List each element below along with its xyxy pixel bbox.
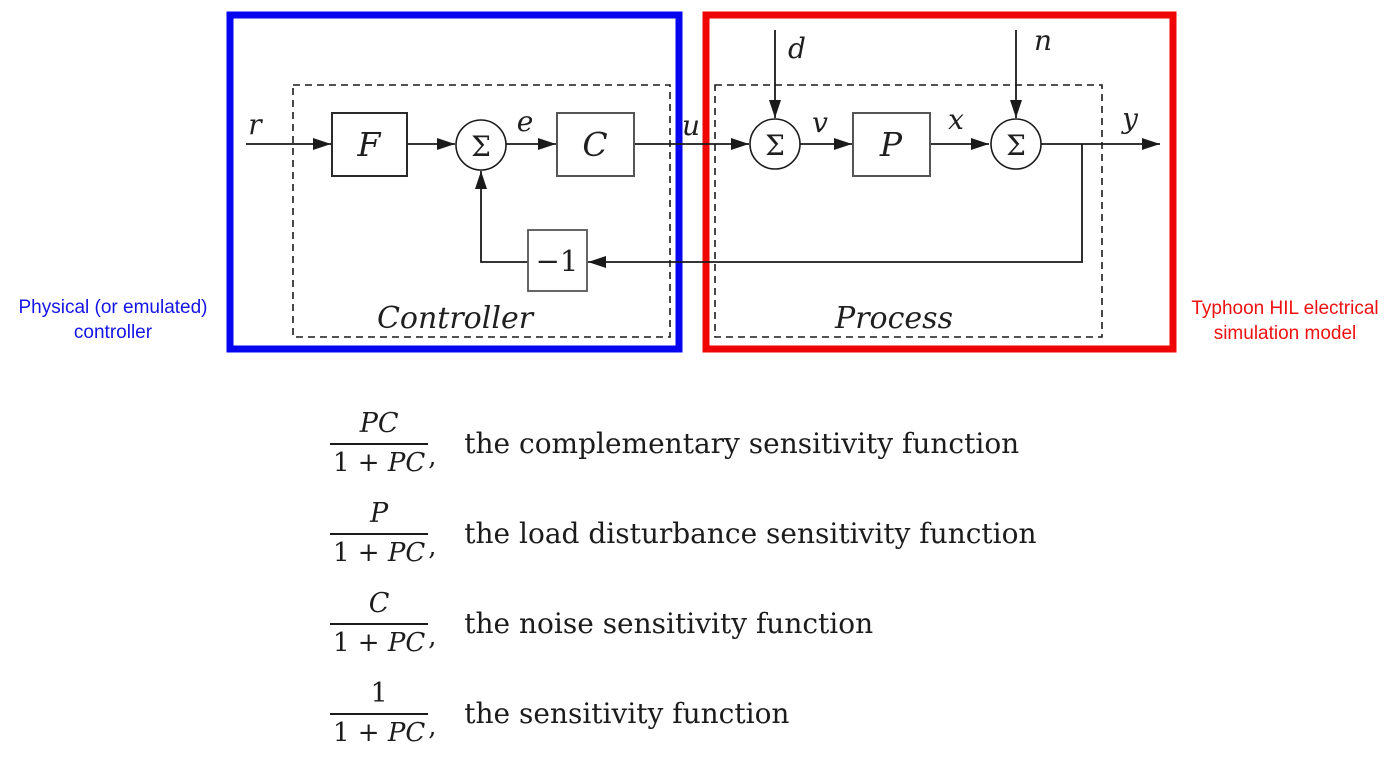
formula-comma: , bbox=[428, 622, 437, 652]
formula-row-complementary-sensitivity: PC 1 + PC , the complementary sensitivit… bbox=[330, 398, 1019, 488]
formula-comma: , bbox=[428, 712, 437, 742]
fraction: 1 1 + PC bbox=[330, 678, 429, 748]
denominator-math: PC bbox=[387, 718, 426, 748]
signal-label-n: n bbox=[1034, 24, 1052, 57]
feedback-line bbox=[588, 144, 1083, 268]
fraction-numerator: 1 bbox=[370, 678, 388, 709]
sum3-circle bbox=[990, 118, 1042, 170]
fraction: C 1 + PC bbox=[330, 588, 429, 658]
sum1-sigma-label: Σ bbox=[471, 130, 491, 163]
formula-row-load-disturbance-sensitivity: P 1 + PC , the load disturbance sensitiv… bbox=[330, 488, 1037, 578]
fraction: P 1 + PC bbox=[330, 498, 429, 568]
process-group-label: Process bbox=[834, 301, 953, 336]
signal-label-d: d bbox=[788, 32, 806, 65]
sum3-sigma-label: Σ bbox=[1006, 129, 1026, 162]
process-annotation: Typhoon HIL electrical simulation model bbox=[1178, 296, 1392, 346]
formula-description: the load disturbance sensitivity functio… bbox=[464, 516, 1037, 550]
controller-annotation-line2: controller bbox=[73, 322, 153, 343]
fraction-denominator: 1 + PC bbox=[330, 713, 429, 748]
denominator-math: PC bbox=[387, 628, 426, 658]
denominator-prefix: 1 + bbox=[333, 448, 388, 478]
p-block bbox=[852, 112, 931, 177]
controller-group-label: Controller bbox=[377, 301, 535, 336]
formula-comma: , bbox=[428, 442, 437, 472]
process-annotation-line2: simulation model bbox=[1213, 323, 1357, 344]
signal-label-y: y bbox=[1120, 102, 1139, 135]
formula-description: the noise sensitivity function bbox=[464, 606, 874, 640]
controller-annotation-line1: Physical (or emulated) bbox=[18, 297, 208, 318]
block-diagram: F C P −1 Σ Σ Σ r e u d v x n y Controlle… bbox=[226, 11, 1177, 353]
c-block-label: C bbox=[582, 125, 607, 164]
minus-one-block bbox=[527, 229, 588, 292]
process-dashed-box bbox=[714, 84, 1103, 338]
controller-overlay-box bbox=[226, 11, 683, 353]
denominator-math: PC bbox=[387, 448, 426, 478]
c-block bbox=[556, 112, 635, 177]
minus-one-label: −1 bbox=[536, 244, 579, 278]
fraction-numerator: P bbox=[370, 498, 389, 529]
process-overlay-box bbox=[702, 11, 1177, 353]
formula-description: the sensitivity function bbox=[464, 696, 790, 730]
sum2-circle bbox=[749, 118, 801, 170]
sum2-sigma-label: Σ bbox=[765, 129, 785, 162]
fraction-denominator: 1 + PC bbox=[330, 533, 429, 568]
formula-description: the complementary sensitivity function bbox=[464, 426, 1020, 460]
signal-label-e: e bbox=[517, 105, 534, 138]
signal-label-v: v bbox=[812, 106, 828, 139]
p-block-label: P bbox=[879, 125, 903, 164]
fraction-numerator: PC bbox=[359, 408, 399, 439]
controller-annotation: Physical (or emulated) controller bbox=[4, 295, 222, 345]
formula-row-noise-sensitivity: C 1 + PC , the noise sensitivity functio… bbox=[330, 578, 873, 668]
signal-label-x: x bbox=[948, 103, 964, 136]
denominator-math: PC bbox=[387, 538, 426, 568]
feedback-to-sum1-line bbox=[475, 171, 528, 263]
formula-comma: , bbox=[428, 532, 437, 562]
signal-label-u: u bbox=[682, 109, 700, 142]
denominator-prefix: 1 + bbox=[333, 538, 388, 568]
f-block bbox=[331, 112, 408, 177]
fraction-denominator: 1 + PC bbox=[330, 623, 429, 658]
sum1-circle bbox=[455, 119, 507, 171]
f-block-label: F bbox=[357, 125, 382, 164]
fraction-denominator: 1 + PC bbox=[330, 443, 429, 478]
controller-dashed-box bbox=[292, 84, 671, 338]
signal-label-r: r bbox=[248, 108, 263, 141]
denominator-prefix: 1 + bbox=[333, 628, 388, 658]
denominator-prefix: 1 + bbox=[333, 718, 388, 748]
process-annotation-line1: Typhoon HIL electrical bbox=[1191, 298, 1379, 319]
fraction: PC 1 + PC bbox=[330, 408, 429, 478]
formula-row-sensitivity: 1 1 + PC , the sensitivity function bbox=[330, 668, 789, 758]
fraction-numerator: C bbox=[368, 588, 390, 619]
